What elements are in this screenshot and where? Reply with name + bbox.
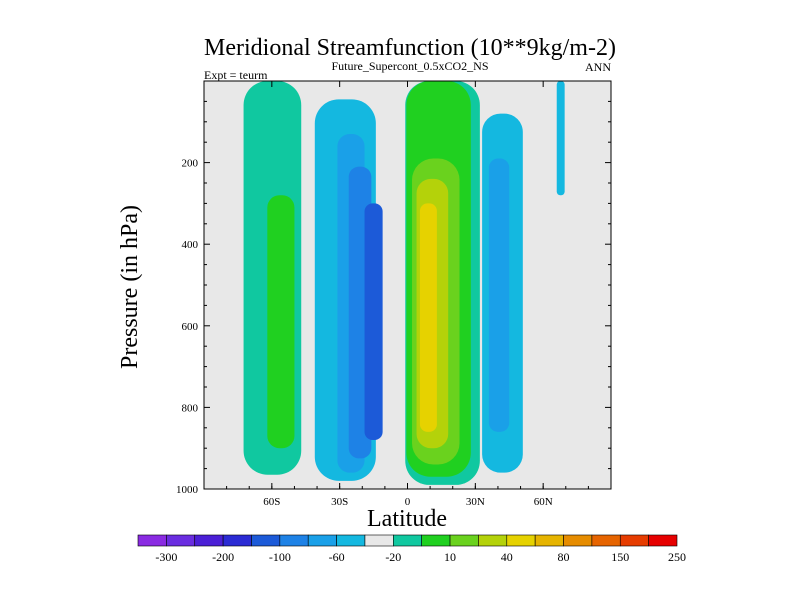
y-axis-label: Pressure (in hPa)	[117, 205, 143, 369]
contour-cell-hadley-peak	[419, 203, 437, 432]
colorbar-label: 10	[444, 550, 456, 564]
colorbar-swatch	[648, 534, 678, 547]
x-tick-label: 30N	[466, 496, 485, 508]
colorbar-swatch	[563, 534, 593, 547]
colorbar-label: -60	[329, 550, 345, 564]
colorbar-label: 150	[611, 550, 629, 564]
y-tick-label: 800	[182, 402, 199, 414]
contour-cell-southern-cell-core	[267, 195, 295, 449]
colorbar-swatch	[307, 534, 337, 547]
colorbar-swatch	[336, 534, 366, 547]
colorbar-swatch	[591, 534, 621, 547]
colorbar-label: 80	[558, 550, 570, 564]
colorbar-swatch	[478, 534, 508, 547]
y-tick-label: 200	[182, 158, 199, 170]
colorbar-label: -100	[269, 550, 291, 564]
colorbar-swatch	[279, 534, 309, 547]
x-axis-label: Latitude	[367, 506, 447, 532]
y-tick-label: 400	[182, 239, 199, 251]
colorbar-swatch	[421, 534, 451, 547]
colorbar-swatch	[619, 534, 649, 547]
colorbar-swatch	[506, 534, 536, 547]
x-tick-label: 60S	[263, 496, 280, 508]
colorbar-label: -200	[212, 550, 234, 564]
chart-title: Meridional Streamfunction (10**9kg/m-2)	[204, 35, 616, 61]
colorbar-swatch	[449, 534, 479, 547]
y-tick-label: 1000	[176, 484, 199, 496]
colorbar-swatch	[251, 534, 281, 547]
x-tick-label: 60N	[534, 496, 553, 508]
contour-cells	[243, 81, 565, 485]
colorbar-label: -20	[385, 550, 401, 564]
season-label: ANN	[585, 60, 611, 74]
contour-cell-polar-negative-strip	[556, 81, 565, 196]
colorbar-swatch	[222, 534, 252, 547]
colorbar-swatch	[534, 534, 564, 547]
experiment-label: Expt = teurm	[204, 68, 268, 82]
x-tick-label: 0	[405, 496, 411, 508]
contour-cell-northern-negative-core	[488, 158, 510, 432]
colorbar-swatch	[393, 534, 422, 547]
colorbar-label: -300	[155, 550, 177, 564]
x-tick-label: 30S	[331, 496, 348, 508]
chart-subtitle: Future_Supercont_0.5xCO2_NS	[332, 59, 489, 73]
colorbar-swatch	[166, 534, 196, 547]
y-tick-label: 600	[182, 321, 199, 333]
colorbar-label: 250	[668, 550, 686, 564]
colorbar-swatch	[194, 534, 224, 547]
colorbar-label: 40	[501, 550, 513, 564]
contour-cell-southern-negative-core	[364, 203, 383, 441]
colorbar-swatch	[364, 534, 394, 547]
colorbar-swatch	[137, 534, 167, 547]
